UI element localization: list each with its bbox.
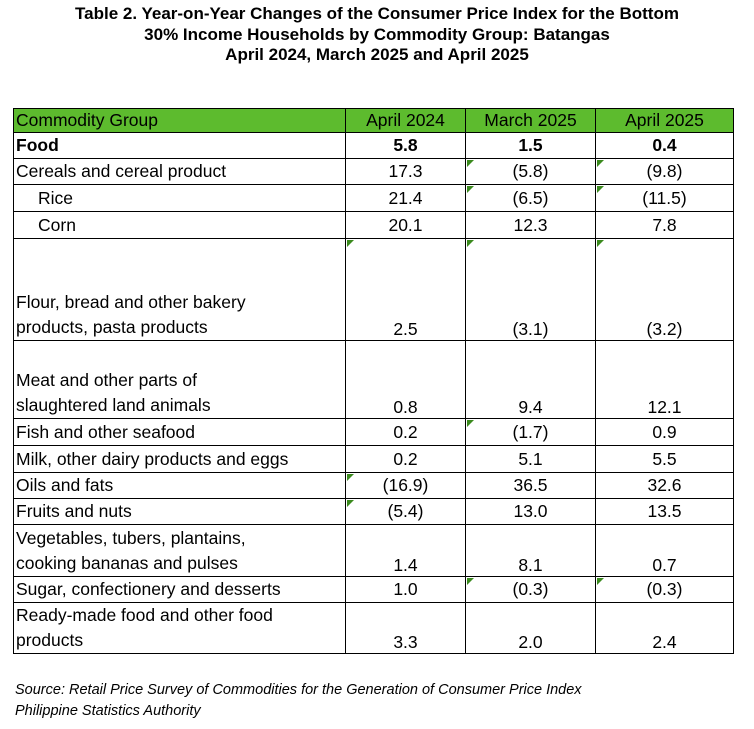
cell-april-2025: 0.7 bbox=[595, 524, 734, 577]
cell-april-2024: 20.1 bbox=[345, 211, 466, 239]
table-row: Milk, other dairy products and eggs 0.2 … bbox=[13, 445, 734, 473]
table-row: Vegetables, tubers, plantains, cooking b… bbox=[13, 524, 734, 577]
cell-april-2024: (5.4) bbox=[345, 498, 466, 525]
row-label-line-2: slaughtered land animals bbox=[16, 395, 211, 415]
cell-april-2024: 0.2 bbox=[345, 418, 466, 446]
source-line-2: Philippine Statistics Authority bbox=[15, 703, 201, 719]
row-label-line-2: cooking bananas and pulses bbox=[16, 553, 238, 573]
row-label: Meat and other parts of slaughtered land… bbox=[13, 340, 346, 419]
cell-march-2025: 12.3 bbox=[465, 211, 596, 239]
cell-march-2025: (0.3) bbox=[465, 576, 596, 603]
row-label: Fruits and nuts bbox=[13, 498, 346, 525]
cell-april-2024: 21.4 bbox=[345, 184, 466, 212]
cell-march-2025: (1.7) bbox=[465, 418, 596, 446]
row-label-line-1: Ready-made food and other food bbox=[16, 605, 273, 625]
cell-april-2025: 13.5 bbox=[595, 498, 734, 525]
row-label: Sugar, confectionery and desserts bbox=[13, 576, 346, 603]
table-title: Table 2. Year-on-Year Changes of the Con… bbox=[0, 4, 754, 66]
row-label: Flour, bread and other bakery products, … bbox=[13, 238, 346, 341]
cell-april-2024: 3.3 bbox=[345, 602, 466, 654]
cell-april-2025: 0.9 bbox=[595, 418, 734, 446]
cell-march-2025: (5.8) bbox=[465, 158, 596, 185]
cell-march-2025: 36.5 bbox=[465, 472, 596, 499]
cell-april-2024: (16.9) bbox=[345, 472, 466, 499]
row-label: Rice bbox=[13, 184, 346, 212]
row-label: Fish and other seafood bbox=[13, 418, 346, 446]
cell-march-2025: 2.0 bbox=[465, 602, 596, 654]
cell-april-2024: 0.2 bbox=[345, 445, 466, 473]
row-label-line-2: products, pasta products bbox=[16, 317, 208, 337]
title-line-3: April 2024, March 2025 and April 2025 bbox=[225, 45, 529, 64]
table-row: Oils and fats (16.9) 36.5 32.6 bbox=[13, 472, 734, 499]
header-march-2025: March 2025 bbox=[465, 108, 596, 133]
header-april-2024: April 2024 bbox=[345, 108, 466, 133]
title-line-2: 30% Income Households by Commodity Group… bbox=[144, 24, 610, 44]
table-row: Cereals and cereal product 17.3 (5.8) (9… bbox=[13, 158, 734, 185]
table-row: Corn 20.1 12.3 7.8 bbox=[13, 211, 734, 239]
row-label-line-1: Flour, bread and other bakery bbox=[16, 292, 246, 312]
source-line-1: Source: Retail Price Survey of Commoditi… bbox=[15, 682, 582, 698]
row-label: Vegetables, tubers, plantains, cooking b… bbox=[13, 524, 346, 577]
table-header-row: Commodity Group April 2024 March 2025 Ap… bbox=[13, 108, 734, 133]
cell-april-2025: 7.8 bbox=[595, 211, 734, 239]
cell-april-2024: 1.4 bbox=[345, 524, 466, 577]
table-row: Food 5.8 1.5 0.4 bbox=[13, 132, 734, 159]
cell-march-2025: 8.1 bbox=[465, 524, 596, 577]
row-label: Cereals and cereal product bbox=[13, 158, 346, 185]
cell-march-2025: (3.1) bbox=[465, 238, 596, 341]
header-april-2025: April 2025 bbox=[595, 108, 734, 133]
cell-march-2025: 9.4 bbox=[465, 340, 596, 419]
header-commodity-group: Commodity Group bbox=[13, 108, 346, 133]
cell-april-2025: 12.1 bbox=[595, 340, 734, 419]
cpi-table: Commodity Group April 2024 March 2025 Ap… bbox=[13, 108, 734, 654]
table-row: Ready-made food and other food products … bbox=[13, 602, 734, 654]
cell-april-2025: 32.6 bbox=[595, 472, 734, 499]
cell-april-2024: 5.8 bbox=[345, 132, 466, 159]
row-label-line-2: products bbox=[16, 630, 84, 650]
cell-april-2025: (3.2) bbox=[595, 238, 734, 341]
table-row: Flour, bread and other bakery products, … bbox=[13, 238, 734, 341]
cell-april-2025: 0.4 bbox=[595, 132, 734, 159]
row-label: Milk, other dairy products and eggs bbox=[13, 445, 346, 473]
cell-april-2024: 1.0 bbox=[345, 576, 466, 603]
table-row: Rice 21.4 (6.5) (11.5) bbox=[13, 184, 734, 212]
table-row: Fruits and nuts (5.4) 13.0 13.5 bbox=[13, 498, 734, 525]
cell-april-2025: 5.5 bbox=[595, 445, 734, 473]
cell-april-2025: (11.5) bbox=[595, 184, 734, 212]
cell-march-2025: (6.5) bbox=[465, 184, 596, 212]
cell-april-2025: (0.3) bbox=[595, 576, 734, 603]
row-label-line-1: Meat and other parts of bbox=[16, 370, 197, 390]
cell-april-2024: 0.8 bbox=[345, 340, 466, 419]
cell-april-2025: (9.8) bbox=[595, 158, 734, 185]
row-label-line-1: Vegetables, tubers, plantains, bbox=[16, 528, 246, 548]
row-label: Corn bbox=[13, 211, 346, 239]
cell-march-2025: 5.1 bbox=[465, 445, 596, 473]
title-line-1: Table 2. Year-on-Year Changes of the Con… bbox=[75, 4, 679, 23]
cell-april-2025: 2.4 bbox=[595, 602, 734, 654]
table-row: Fish and other seafood 0.2 (1.7) 0.9 bbox=[13, 418, 734, 446]
table-row: Sugar, confectionery and desserts 1.0 (0… bbox=[13, 576, 734, 603]
table-row: Meat and other parts of slaughtered land… bbox=[13, 340, 734, 419]
cell-april-2024: 17.3 bbox=[345, 158, 466, 185]
source-note: Source: Retail Price Survey of Commoditi… bbox=[15, 680, 582, 722]
row-label: Ready-made food and other food products bbox=[13, 602, 346, 654]
row-label: Oils and fats bbox=[13, 472, 346, 499]
cell-april-2024: 2.5 bbox=[345, 238, 466, 341]
cell-march-2025: 1.5 bbox=[465, 132, 596, 159]
cell-march-2025: 13.0 bbox=[465, 498, 596, 525]
row-label: Food bbox=[13, 132, 346, 159]
